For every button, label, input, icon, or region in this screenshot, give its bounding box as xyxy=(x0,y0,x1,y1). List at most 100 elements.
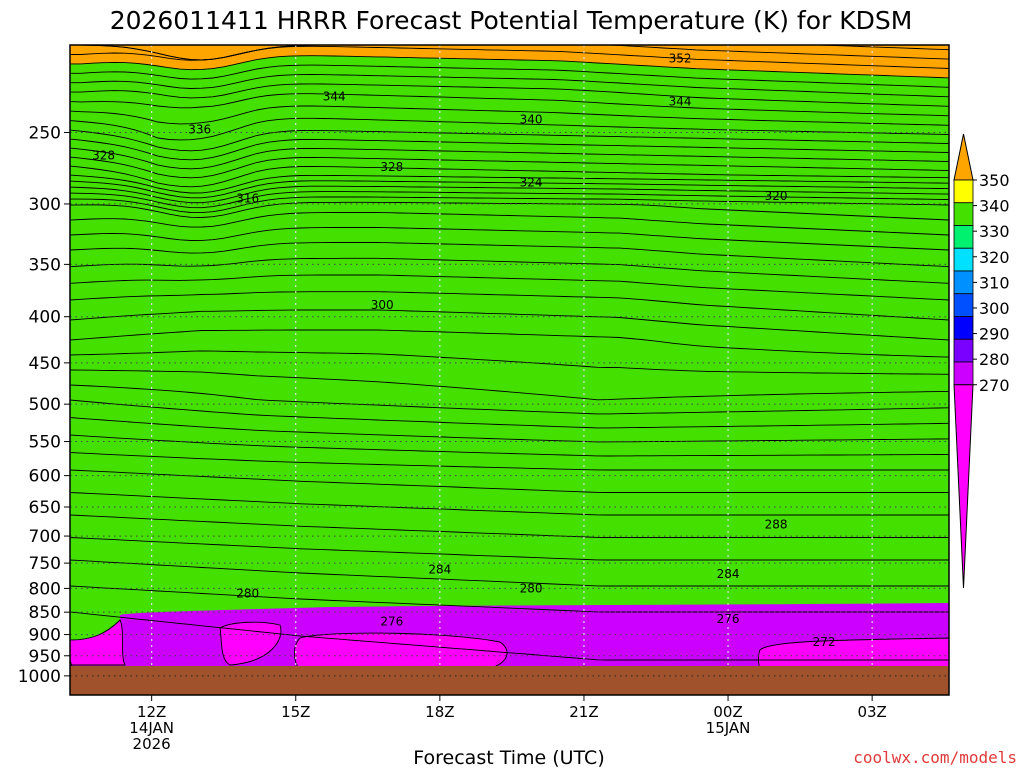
y-tick-label: 950 xyxy=(29,647,61,667)
x-tick-label: 00Z xyxy=(713,703,742,721)
isentrope-302 xyxy=(70,309,949,341)
colorbar-label: 340 xyxy=(979,197,1010,216)
contour-label: 284 xyxy=(717,567,740,581)
contour-label: 288 xyxy=(765,518,788,532)
isentrope-356 xyxy=(70,45,949,61)
colorbar-label: 290 xyxy=(979,325,1010,344)
isentrope-312 xyxy=(70,227,949,251)
isentrope-336 xyxy=(70,129,949,152)
colorbar-segment xyxy=(953,361,974,386)
y-tick-label: 350 xyxy=(29,255,61,275)
y-tick-label: 300 xyxy=(29,195,61,215)
contour-label: 352 xyxy=(669,51,692,65)
isentrope-318 xyxy=(70,196,949,214)
credit-label: coolwx.com/models xyxy=(853,748,1017,767)
isentrope-282 xyxy=(70,492,949,516)
isentrope-294 xyxy=(70,384,949,415)
colorbar-label: 300 xyxy=(979,299,1010,318)
y-tick-label: 600 xyxy=(29,467,61,487)
colorbar-extend-bottom xyxy=(953,384,974,589)
colorbar-label: 350 xyxy=(979,171,1010,190)
contour-label: 328 xyxy=(380,160,403,174)
y-tick-label: 650 xyxy=(29,498,61,518)
isentrope-324 xyxy=(70,180,949,199)
contour-label: 284 xyxy=(428,562,451,576)
chart-title: 2026011411 HRRR Forecast Potential Tempe… xyxy=(110,6,913,35)
cold-pocket xyxy=(70,619,126,666)
contour-label: 316 xyxy=(236,192,259,206)
contour-label: 320 xyxy=(765,189,788,203)
isentrope-334 xyxy=(70,138,949,161)
isentrope-338 xyxy=(70,117,949,141)
contour-label: 328 xyxy=(92,148,115,162)
isentrope-300 xyxy=(70,329,949,358)
x-tick-label: 15JAN xyxy=(706,719,751,737)
isentrope-350 xyxy=(70,55,949,79)
contour-label: 300 xyxy=(371,298,394,312)
cold-pocket xyxy=(758,637,949,671)
x-tick-label: 21Z xyxy=(569,703,598,721)
y-tick-label: 550 xyxy=(29,433,61,453)
colorbar-segment xyxy=(953,316,974,340)
colorbar-segment xyxy=(953,338,974,363)
isentrope-310 xyxy=(70,242,949,268)
isentrope-296 xyxy=(70,369,949,401)
isentrope-330 xyxy=(70,156,949,179)
isentrope-280 xyxy=(70,514,949,538)
y-tick-label: 250 xyxy=(29,123,61,143)
contour-label: 344 xyxy=(323,89,346,103)
colorbar-label: 310 xyxy=(979,273,1010,292)
isentrope-322 xyxy=(70,185,949,204)
isentrope-290 xyxy=(70,417,949,443)
isentrope-272 xyxy=(70,611,949,661)
isentrope-314 xyxy=(70,212,949,236)
isentrope-332 xyxy=(70,147,949,170)
contour-label: 340 xyxy=(520,113,543,127)
temperature-band xyxy=(70,55,949,695)
isentrope-346 xyxy=(70,74,949,98)
y-tick-label: 900 xyxy=(29,626,61,646)
plot-area: 352 344 344 340 336 328 328 324 320 316 300 288 284 2… xyxy=(70,45,949,695)
ground-layer xyxy=(70,665,949,695)
colorbar-label: 280 xyxy=(979,350,1010,369)
x-tick-label: 12Z xyxy=(137,703,166,721)
colorbar: 270 280 290 300 310 320 330 340 350 xyxy=(953,133,1010,589)
isentrope-344 xyxy=(70,83,949,107)
x-tick-label: 2026 xyxy=(133,735,171,753)
colorbar-segment xyxy=(953,202,974,226)
isentrope-308 xyxy=(70,257,949,284)
contour-label: 280 xyxy=(520,581,543,595)
contour-label: 276 xyxy=(380,614,403,628)
contour-label: 344 xyxy=(669,94,692,108)
ground-fill xyxy=(70,665,949,695)
colorbar-label: 330 xyxy=(979,222,1010,241)
colorbar-label: 270 xyxy=(979,376,1010,395)
y-tick-label: 700 xyxy=(29,527,61,547)
isentrope-348 xyxy=(70,64,949,88)
isentrope-342 xyxy=(70,93,949,117)
x-tick-label: 18Z xyxy=(425,703,454,721)
y-tick-label: 850 xyxy=(29,603,61,623)
x-tick-label: 14JAN xyxy=(129,719,174,737)
x-tick-label: 03Z xyxy=(857,703,886,721)
isentrope-284 xyxy=(70,469,949,493)
plot-frame xyxy=(69,44,950,696)
contour-label: 276 xyxy=(717,612,740,626)
contour-label: 272 xyxy=(813,635,836,649)
isentrope-lines xyxy=(70,45,949,695)
isentrope-316 xyxy=(70,201,949,221)
y-tick-label: 500 xyxy=(29,395,61,415)
y-axis: 250 300 350 400 450 500 550 600 650 700 750 800 850 9… xyxy=(18,123,70,687)
y-tick-label: 800 xyxy=(29,579,61,599)
isentrope-276 xyxy=(70,559,949,587)
contour-label: 336 xyxy=(188,122,211,136)
colorbar-segment xyxy=(953,293,974,317)
contour-labels: 352 344 344 340 336 328 328 324 320 316 300 288 284 2… xyxy=(92,51,835,648)
isentrope-326 xyxy=(70,174,949,194)
colorbar-segment xyxy=(953,179,974,204)
isentrope-340 xyxy=(70,105,949,126)
colorbar-segment xyxy=(953,225,974,249)
isentrope-298 xyxy=(70,350,949,375)
